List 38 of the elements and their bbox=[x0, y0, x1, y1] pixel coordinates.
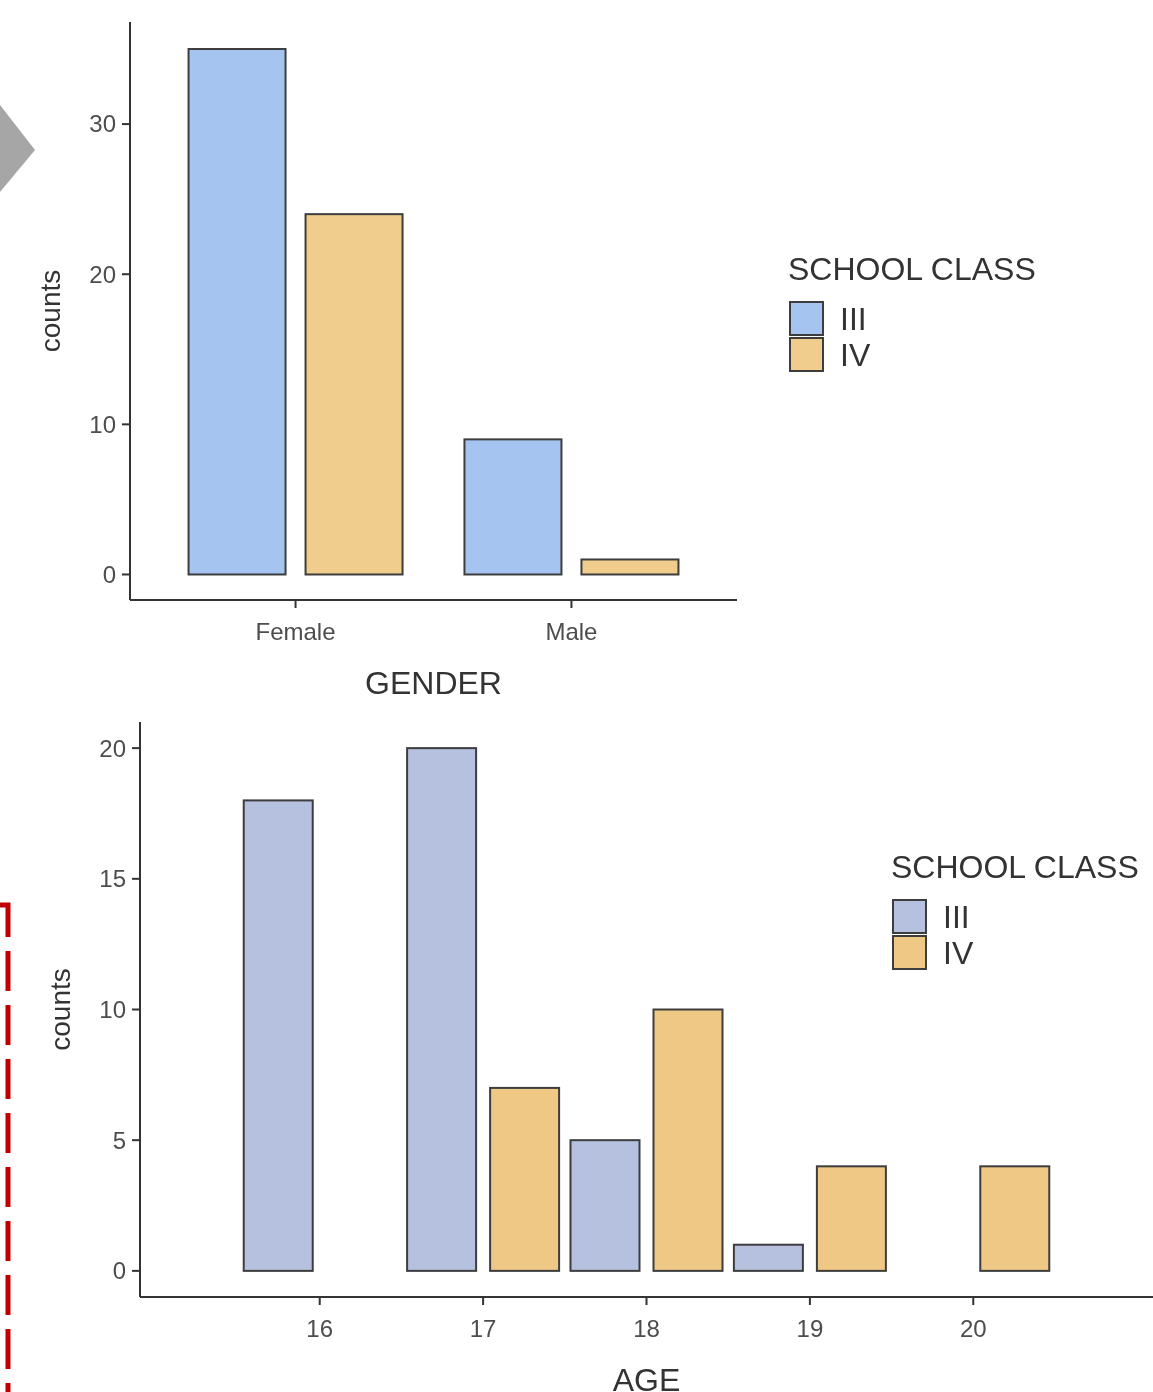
bar bbox=[463, 438, 563, 576]
bar bbox=[489, 1086, 561, 1272]
y-axis-title: counts bbox=[35, 269, 66, 353]
x-axis-title: GENDER bbox=[365, 665, 502, 701]
bar bbox=[304, 213, 404, 576]
legend-label: IV bbox=[840, 337, 871, 374]
bar bbox=[732, 1243, 804, 1272]
x-axis-title: AGE bbox=[612, 1362, 681, 1392]
y-tick-label: 10 bbox=[89, 410, 116, 438]
x-tick-label: 19 bbox=[796, 1315, 824, 1342]
y-tick-label: 0 bbox=[102, 560, 116, 588]
legend-label: III bbox=[840, 301, 867, 338]
bar bbox=[652, 1008, 724, 1272]
y-tick-label: 30 bbox=[89, 110, 116, 138]
legend-title: SCHOOL CLASS bbox=[891, 849, 1139, 885]
y-tick-label: 10 bbox=[99, 995, 126, 1023]
y-tick-label: 20 bbox=[89, 260, 116, 288]
bar bbox=[242, 799, 314, 1272]
x-tick-label: Male bbox=[545, 618, 598, 645]
legend-title: SCHOOL CLASS bbox=[788, 251, 1036, 287]
x-tick-label: Female bbox=[255, 618, 336, 645]
y-tick-label: 20 bbox=[99, 734, 126, 762]
x-tick-label: 16 bbox=[306, 1315, 334, 1342]
bar bbox=[815, 1165, 887, 1272]
bar bbox=[569, 1139, 641, 1272]
bar bbox=[187, 48, 287, 576]
x-tick-label: 18 bbox=[633, 1315, 660, 1342]
legend-label: IV bbox=[943, 935, 974, 972]
x-tick-label: 20 bbox=[959, 1315, 987, 1342]
y-tick-label: 5 bbox=[112, 1126, 126, 1154]
bar bbox=[406, 747, 478, 1272]
y-axis-title: counts bbox=[45, 968, 76, 1051]
y-tick-label: 15 bbox=[99, 865, 126, 893]
x-tick-label: 17 bbox=[469, 1315, 497, 1342]
bar bbox=[979, 1165, 1051, 1272]
legend-label: III bbox=[943, 899, 970, 936]
y-tick-label: 0 bbox=[112, 1257, 126, 1285]
bar bbox=[580, 558, 680, 576]
